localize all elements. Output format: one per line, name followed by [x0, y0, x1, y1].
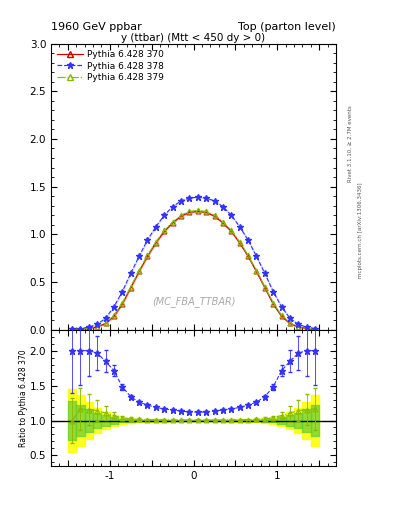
Text: 1960 GeV ppbar: 1960 GeV ppbar	[51, 22, 142, 32]
Text: Rivet 3.1.10, ≥ 2.7M events: Rivet 3.1.10, ≥ 2.7M events	[348, 105, 353, 182]
Legend: Pythia 6.428 370, Pythia 6.428 378, Pythia 6.428 379: Pythia 6.428 370, Pythia 6.428 378, Pyth…	[54, 46, 168, 86]
Text: (MC_FBA_TTBAR): (MC_FBA_TTBAR)	[152, 295, 235, 307]
Title: y (ttbar) (Mtt < 450 dy > 0): y (ttbar) (Mtt < 450 dy > 0)	[121, 33, 266, 42]
Y-axis label: Ratio to Pythia 6.428 370: Ratio to Pythia 6.428 370	[19, 349, 28, 446]
Text: mcplots.cern.ch [arXiv:1306.3436]: mcplots.cern.ch [arXiv:1306.3436]	[358, 183, 363, 278]
Text: Top (parton level): Top (parton level)	[238, 22, 336, 32]
